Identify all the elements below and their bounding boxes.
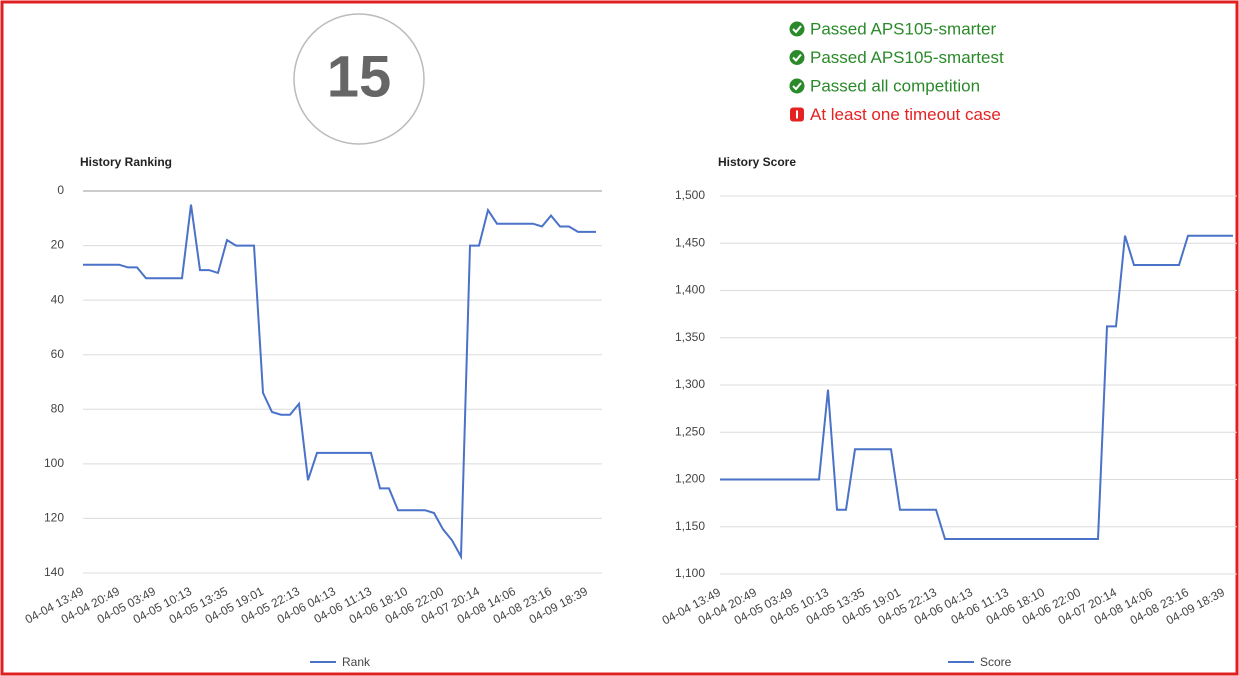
y-tick-label: 1,450	[675, 235, 705, 249]
status-text: Passed all competition	[810, 76, 980, 95]
line-series	[720, 234, 1233, 540]
status-icon	[789, 21, 805, 37]
status-icon	[792, 82, 802, 91]
y-tick-label: 1,100	[675, 566, 705, 580]
legend-label: Rank	[342, 655, 371, 669]
chart-title: History Score	[718, 155, 796, 169]
y-tick-label: 1,500	[675, 188, 705, 202]
y-tick-label: 100	[44, 456, 64, 470]
status-icon	[792, 25, 802, 34]
y-tick-label: 1,150	[675, 519, 705, 533]
y-tick-label: 80	[51, 401, 65, 415]
y-tick-label: 60	[51, 347, 65, 361]
y-tick-label: 1,300	[675, 377, 705, 391]
y-tick-label: 1,200	[675, 472, 705, 486]
status-text: At least one timeout case	[810, 105, 1001, 124]
status-icon	[789, 50, 805, 65]
legend-label: Score	[980, 655, 1012, 669]
status-text: Passed APS105-smartest	[810, 48, 1004, 67]
status-icon	[789, 78, 805, 94]
y-tick-label: 0	[57, 183, 64, 197]
y-tick-label: 1,250	[675, 424, 705, 438]
y-tick-label: 20	[51, 238, 65, 252]
status-icon	[796, 110, 798, 119]
status-icon	[792, 53, 802, 62]
line-series	[83, 204, 596, 561]
badge: 15	[327, 44, 392, 109]
status-text: Passed APS105-smarter	[810, 19, 996, 38]
y-tick-label: 1,350	[675, 330, 705, 344]
y-tick-label: 40	[51, 292, 65, 306]
badge-circle	[293, 13, 425, 145]
y-tick-label: 140	[44, 565, 64, 579]
y-tick-label: 120	[44, 511, 64, 525]
chart-title: History Ranking	[80, 155, 172, 169]
y-tick-label: 1,400	[675, 283, 705, 297]
